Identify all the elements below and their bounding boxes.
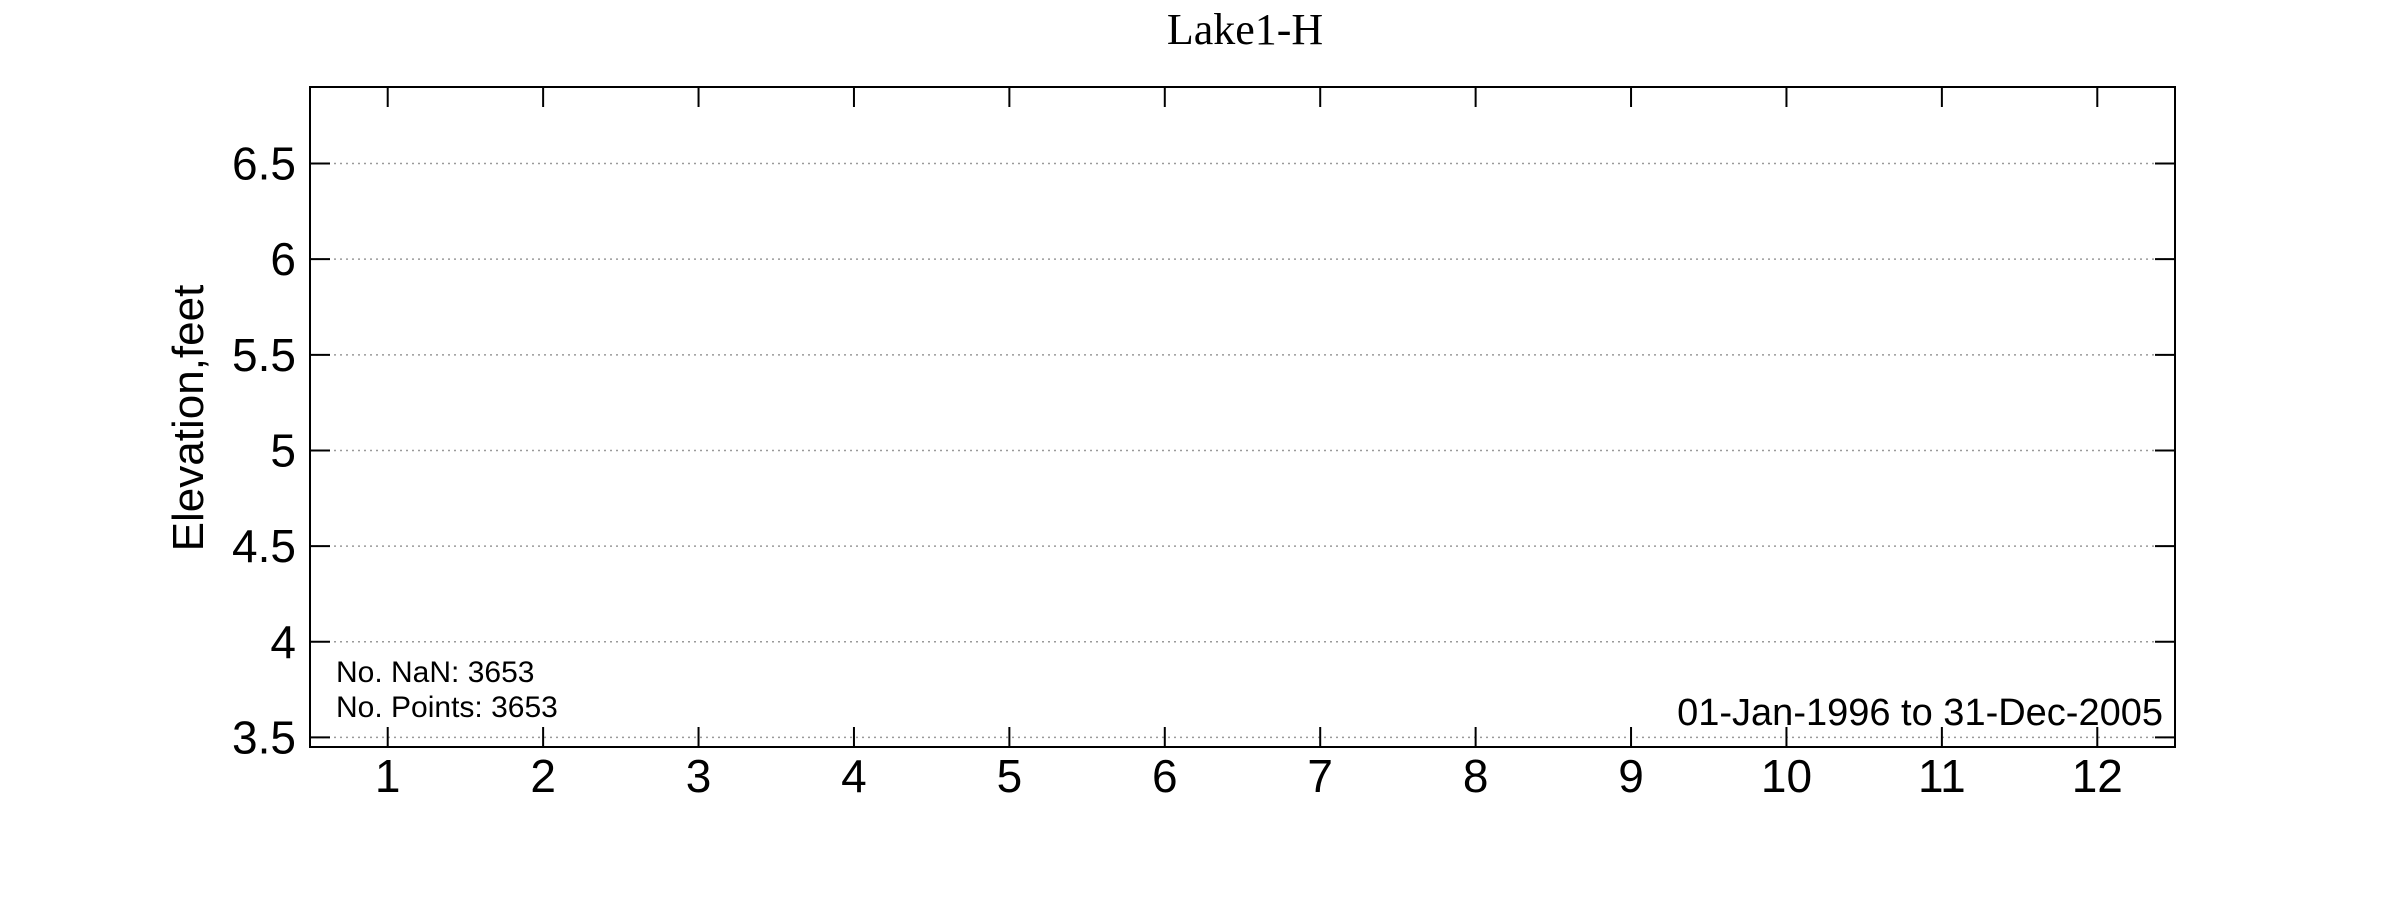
x-tick-label: 5: [997, 750, 1023, 802]
plot-area-frame: [309, 86, 2176, 748]
x-tick-label: 10: [1761, 750, 1812, 802]
y-tick-label: 5: [270, 424, 296, 476]
x-tick-label: 9: [1618, 750, 1644, 802]
x-tick-label: 8: [1463, 750, 1489, 802]
nan-count-annotation: No. NaN: 3653: [336, 656, 534, 689]
chart-title: Lake1-H: [1167, 5, 1323, 54]
x-tick-label: 12: [2072, 750, 2123, 802]
y-axis-label: Elevation,feet: [164, 285, 213, 552]
y-tick-label: 3.5: [232, 711, 296, 763]
x-tick-label: 6: [1152, 750, 1178, 802]
y-tick-label: 4.5: [232, 520, 296, 572]
x-tick-label: 11: [1918, 750, 1966, 802]
y-tick-label: 5.5: [232, 329, 296, 381]
date-range-annotation: 01-Jan-1996 to 31-Dec-2005: [1677, 692, 2163, 734]
x-axis: 1 2 3 4 5 6 7 8 9 10 11 12: [375, 87, 2123, 802]
x-tick-label: 7: [1307, 750, 1333, 802]
y-tick-label: 6: [270, 233, 296, 285]
y-tick-label: 6.5: [232, 138, 296, 190]
y-axis: 3.5 4 4.5 5 5.5 6 6.5: [232, 138, 2175, 763]
x-tick-label: 1: [375, 750, 401, 802]
x-tick-label: 3: [686, 750, 712, 802]
y-tick-label: 4: [270, 616, 296, 668]
gridlines: [310, 162, 2175, 739]
x-tick-label: 4: [841, 750, 867, 802]
point-count-annotation: No. Points: 3653: [336, 691, 558, 724]
x-tick-label: 2: [530, 750, 556, 802]
